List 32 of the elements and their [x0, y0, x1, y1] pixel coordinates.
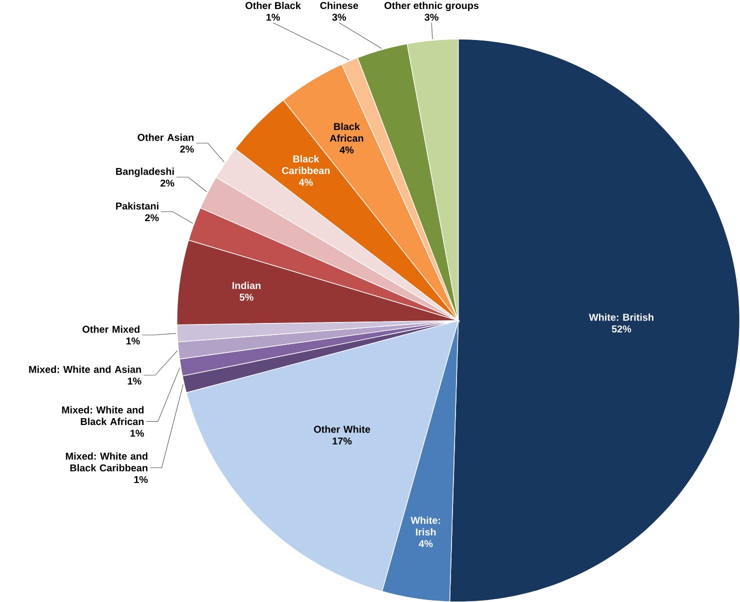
data-label: 1% [126, 337, 140, 344]
data-label: 5% [240, 294, 254, 301]
slice-label: White: Irish [410, 516, 440, 536]
slice-label: Black Caribbean [282, 155, 330, 174]
data-label: 52% [612, 325, 632, 332]
slice-label: Other White [314, 425, 370, 433]
slice-label: Pakistani [116, 202, 158, 210]
slice-label: Other Black [246, 2, 301, 9]
slice-label: Mixed: White and Black Caribbean [66, 452, 148, 472]
slice-label: Mixed: White and Black African [62, 406, 144, 425]
data-label: 17% [332, 437, 352, 444]
data-label: 2% [160, 180, 174, 186]
data-label: 4% [418, 540, 433, 548]
slice-label: Mixed: White and Asian [29, 366, 141, 373]
slice-label: White: British [588, 313, 654, 321]
data-label: 3% [332, 14, 346, 21]
slice-label: Other Asian [138, 134, 194, 141]
data-label: 4% [298, 178, 313, 186]
slice-label: Bangladeshi [116, 168, 174, 177]
data-label: 2% [145, 214, 159, 222]
data-label: 1% [130, 430, 144, 437]
data-label: 2% [180, 146, 194, 152]
slice-label: Black African [330, 122, 364, 142]
data-label: 1% [128, 378, 142, 384]
slice-label: Other ethnic groups [384, 2, 479, 11]
data-label: 4% [340, 146, 354, 154]
data-label: 1% [266, 14, 280, 21]
slice-label: Chinese [320, 2, 358, 9]
slice-label: Indian [232, 282, 260, 289]
slice-label: Other Mixed [82, 325, 140, 333]
data-label: 1% [134, 476, 148, 483]
data-label: 3% [424, 14, 438, 21]
